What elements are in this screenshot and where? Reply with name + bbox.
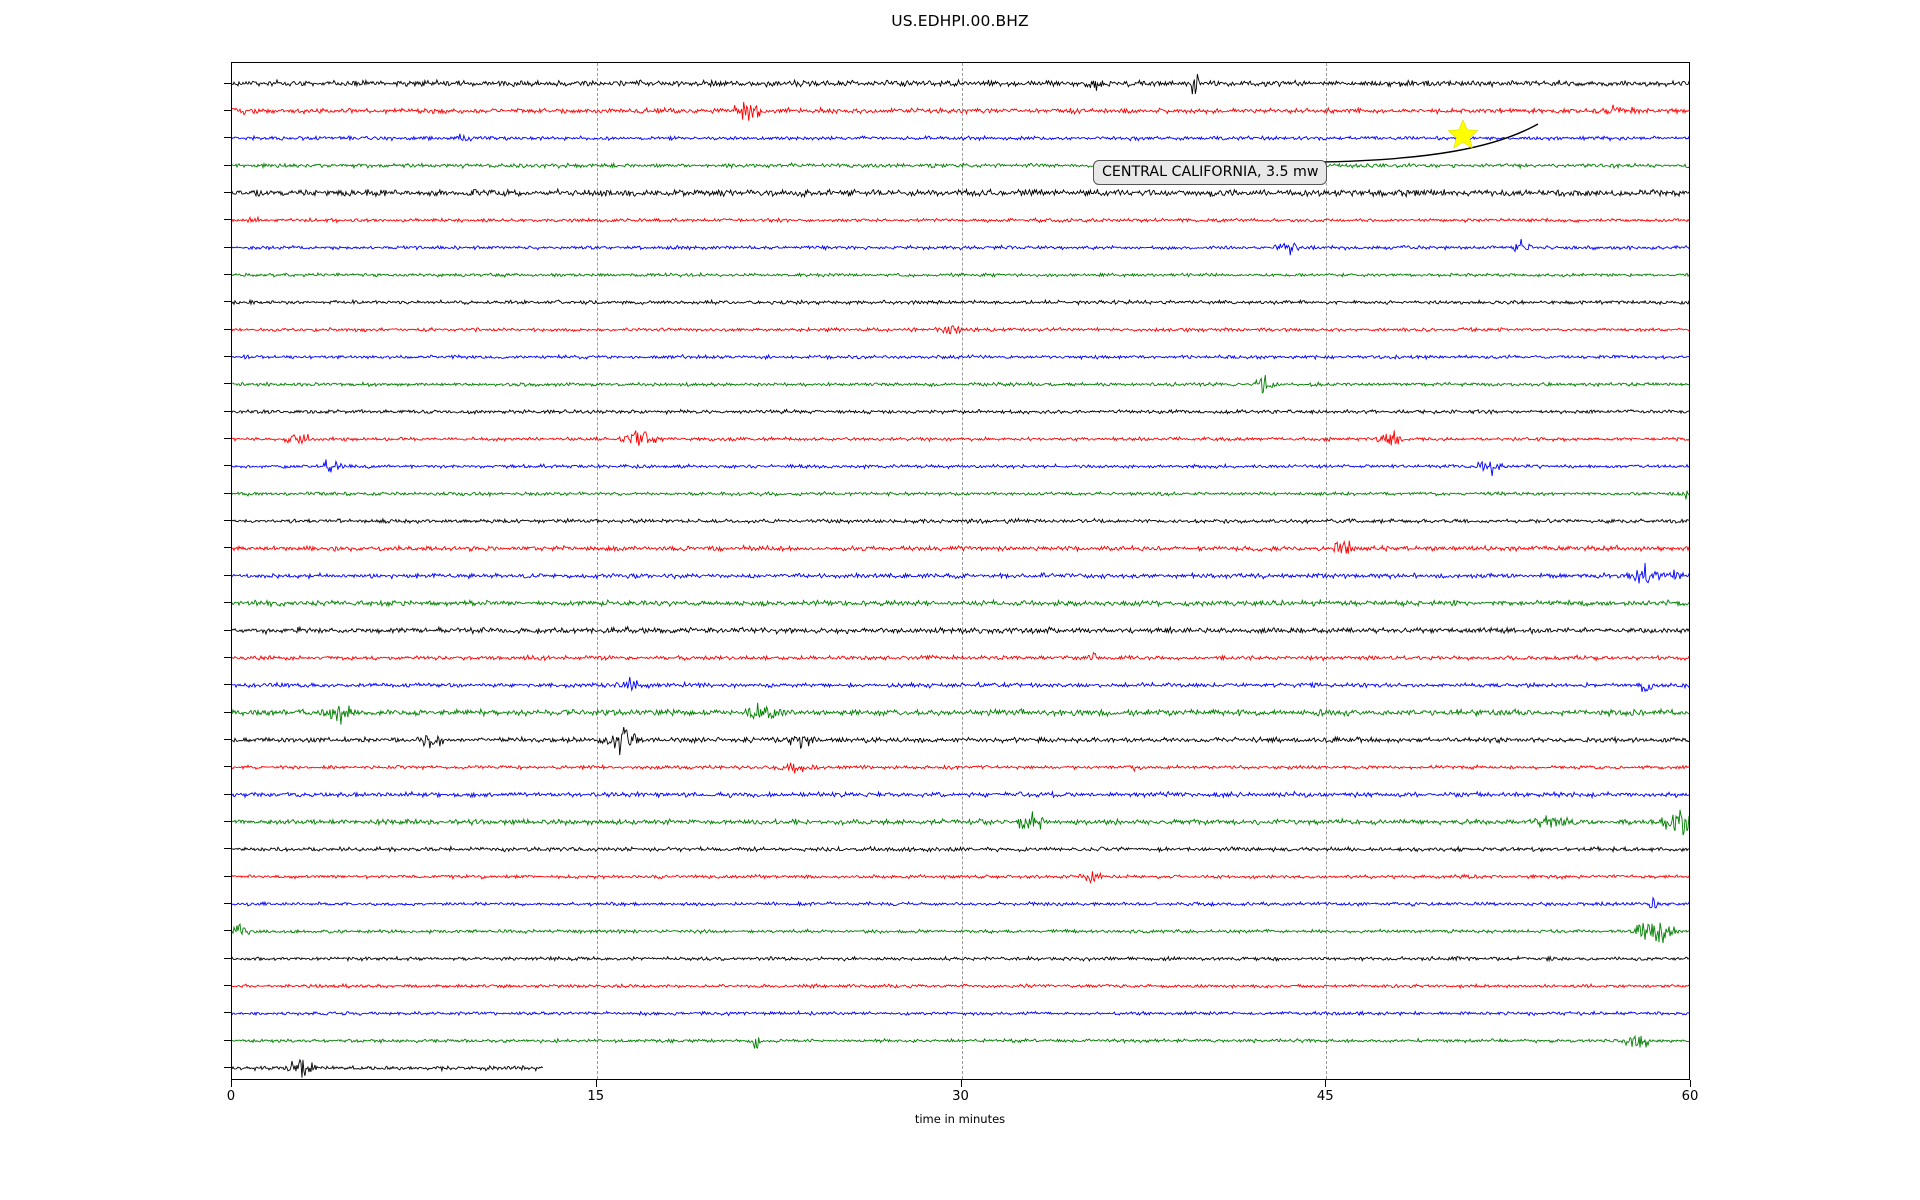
trace-21-00-06-21	[232, 651, 1689, 662]
y-axis-tick-mark	[224, 301, 231, 303]
trace-14-00-06-14	[232, 459, 1689, 477]
y-axis-tick-mark	[224, 356, 231, 357]
x-axis-tick-mark	[1690, 1080, 1691, 1087]
trace-09-00-06-9	[232, 325, 1689, 335]
x-axis-tick-label: 45	[1316, 1089, 1334, 1104]
y-axis-tick-mark	[224, 328, 231, 330]
y-axis-tick-mark	[224, 793, 231, 795]
y-axis-tick-mark	[224, 246, 231, 248]
trace-17-00-06-17	[232, 540, 1689, 554]
trace-05-00-06-29	[232, 871, 1689, 885]
y-axis-tick-mark	[224, 985, 231, 987]
x-axis-tick-mark	[1325, 1080, 1327, 1087]
y-axis-tick-mark	[224, 574, 231, 576]
y-axis-tick-mark	[224, 164, 231, 166]
y-axis-tick-mark	[224, 602, 231, 604]
gridline-30	[961, 63, 963, 1079]
trace-10-00-06-34	[232, 1009, 1689, 1017]
y-axis-tick-mark	[224, 766, 231, 768]
y-axis-tick-mark	[224, 438, 231, 440]
trace-19-00-06-19	[232, 598, 1689, 608]
trace-22-00-06-22	[232, 676, 1689, 693]
trace-12-00-06-12	[232, 408, 1689, 416]
gridline-15	[596, 63, 598, 1079]
y-axis-tick-mark	[224, 465, 231, 467]
x-axis-tick-label: 30	[952, 1089, 969, 1104]
y-axis-label-column: 00:00:0601:00:0602:00:0603:00:0604:00:06…	[0, 0, 231, 1200]
trace-18-00-06-18	[232, 562, 1689, 584]
trace-10-00-06-10	[232, 353, 1689, 361]
trace-07-00-06-7	[232, 271, 1689, 279]
trace-03-00-06-27	[232, 809, 1689, 836]
gridline-45	[1326, 63, 1328, 1079]
y-axis-tick-mark	[224, 903, 231, 904]
y-axis-tick-mark	[224, 1039, 231, 1041]
trace-08-00-06-8	[232, 298, 1689, 307]
trace-08-00-06-32	[232, 954, 1689, 963]
trace-07-00-06-31	[232, 922, 1689, 944]
trace-00-00-06-24	[232, 726, 1689, 756]
trace-05-00-06-5	[232, 215, 1689, 224]
trace-12-00-06-36	[232, 1058, 544, 1078]
y-axis-tick-mark	[224, 684, 231, 686]
y-axis-tick-mark	[224, 711, 231, 713]
y-axis-tick-mark	[224, 520, 231, 522]
y-axis-tick-mark	[224, 820, 231, 822]
earthquake-event-star-icon[interactable]	[1447, 118, 1479, 150]
y-axis-tick-mark	[224, 875, 231, 877]
trace-11-00-06-35	[232, 1034, 1689, 1049]
gridlines	[232, 63, 1689, 1079]
trace-06-00-06-6	[232, 238, 1689, 256]
y-axis-tick-mark	[224, 656, 231, 658]
trace-svg	[232, 73, 1689, 1078]
trace-03-00-06-3	[232, 161, 1689, 170]
trace-09-00-06-33	[232, 982, 1689, 990]
y-axis-tick-mark	[224, 219, 231, 221]
x-axis-tick-mark	[595, 1080, 597, 1087]
y-axis-tick-mark	[224, 848, 231, 850]
trace-13-00-06-13	[232, 430, 1689, 446]
y-axis-tick-mark	[224, 930, 231, 932]
y-axis-tick-mark	[224, 191, 231, 193]
x-axis-tick-mark	[231, 1080, 232, 1087]
trace-00-00-06-0	[232, 73, 1689, 95]
trace-04-00-06-4	[232, 187, 1689, 199]
y-axis-tick-mark	[224, 738, 231, 740]
y-axis-tick-mark	[224, 492, 231, 494]
trace-04-00-06-28	[232, 845, 1689, 854]
event-annotation-label[interactable]: CENTRAL CALIFORNIA, 3.5 mw	[1093, 160, 1328, 186]
page-title: US.EDHPI.00.BHZ	[891, 12, 1029, 30]
y-axis-tick-mark	[224, 1012, 231, 1014]
trace-01-00-06-1	[232, 101, 1689, 121]
trace-16-00-06-16	[232, 517, 1689, 525]
y-axis-tick-mark	[224, 547, 231, 549]
x-axis-tick-label: 0	[226, 1089, 236, 1104]
trace-20-00-06-20	[232, 625, 1689, 636]
y-axis-tick-mark	[224, 109, 231, 111]
x-axis-tick-label: 60	[1681, 1089, 1699, 1104]
trace-01-00-06-25	[232, 762, 1689, 774]
x-axis-tick-label: 15	[587, 1089, 605, 1104]
y-axis-tick-mark	[224, 273, 231, 275]
y-axis-tick-mark	[224, 137, 231, 139]
plot-area	[231, 62, 1690, 1080]
y-axis-tick-mark	[224, 410, 231, 412]
trace-06-00-06-30	[232, 896, 1689, 909]
trace-02-00-06-26	[232, 790, 1689, 800]
trace-23-00-06-23	[232, 702, 1689, 725]
x-axis-title: time in minutes	[914, 1112, 1006, 1126]
y-axis-tick-mark	[224, 82, 231, 84]
y-axis-tick-mark	[224, 383, 231, 385]
x-axis-tick-mark	[960, 1080, 962, 1087]
y-axis-tick-mark	[224, 629, 231, 631]
y-axis-tick-mark	[224, 957, 231, 959]
seismogram-traces	[232, 63, 1689, 1079]
y-axis-tick-mark	[224, 1067, 231, 1069]
trace-11-00-06-11	[232, 374, 1689, 394]
trace-15-00-06-15	[232, 490, 1689, 500]
